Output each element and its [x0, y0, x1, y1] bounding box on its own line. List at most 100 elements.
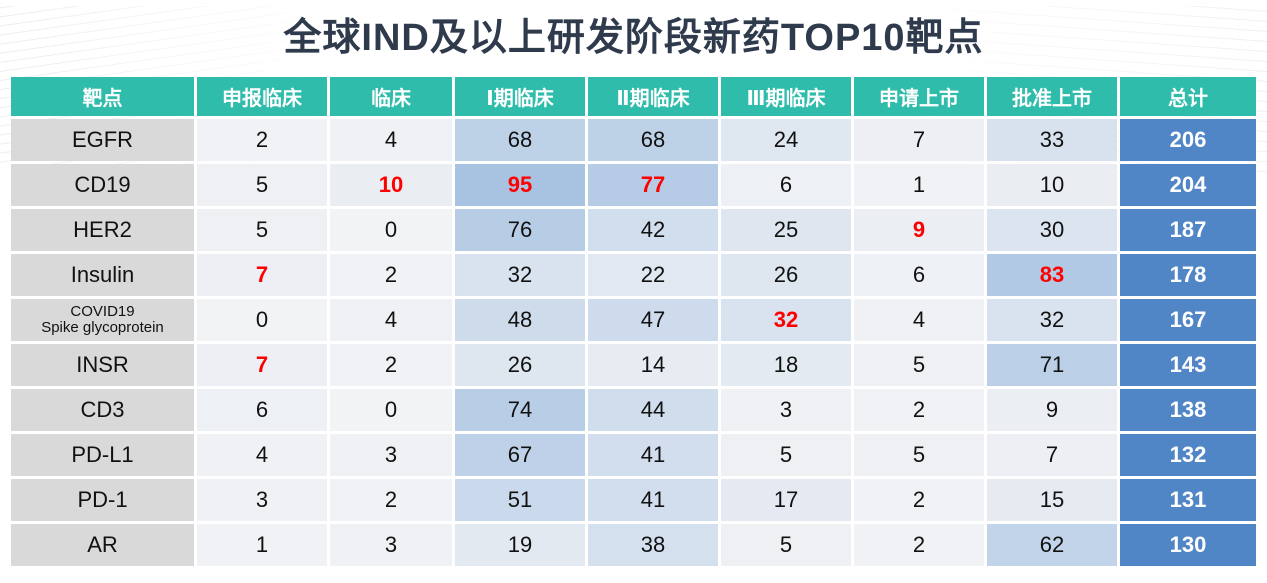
target-cell: EGFR	[11, 119, 194, 161]
value-cell: 9	[854, 209, 984, 251]
target-name-line2: Spike glycoprotein	[41, 319, 164, 336]
target-cell: INSR	[11, 344, 194, 386]
table-row: INSR 7 2 26 14 18 5 71 143	[11, 344, 1256, 386]
total-cell: 132	[1120, 434, 1256, 476]
value-cell: 2	[854, 479, 984, 521]
total-cell: 206	[1120, 119, 1256, 161]
value-cell: 10	[987, 164, 1117, 206]
column-header-phase1: Ⅰ期临床	[455, 77, 585, 116]
value-cell: 32	[987, 299, 1117, 341]
target-cell: Insulin	[11, 254, 194, 296]
value-cell: 7	[197, 344, 327, 386]
target-cell: CD3	[11, 389, 194, 431]
value-cell: 30	[987, 209, 1117, 251]
value-cell: 7	[987, 434, 1117, 476]
value-cell: 83	[987, 254, 1117, 296]
target-cell: AR	[11, 524, 194, 566]
value-cell: 2	[854, 524, 984, 566]
column-header-nda-filed: 申请上市	[854, 77, 984, 116]
table-row: CD3 6 0 74 44 3 2 9 138	[11, 389, 1256, 431]
target-cell: COVID19 Spike glycoprotein	[11, 299, 194, 341]
total-cell: 204	[1120, 164, 1256, 206]
table-body: EGFR 2 4 68 68 24 7 33 206 CD19 5 10 95 77 6 1 10 204 HER2…	[11, 119, 1256, 566]
value-cell: 76	[455, 209, 585, 251]
value-cell: 5	[854, 344, 984, 386]
value-cell: 47	[588, 299, 718, 341]
target-cell: PD-L1	[11, 434, 194, 476]
value-cell: 44	[588, 389, 718, 431]
value-cell: 15	[987, 479, 1117, 521]
page-title: 全球IND及以上研发阶段新药TOP10靶点	[283, 17, 984, 59]
total-cell: 178	[1120, 254, 1256, 296]
value-cell: 41	[588, 434, 718, 476]
target-name: HER2	[73, 216, 132, 242]
value-cell: 10	[330, 164, 452, 206]
target-name: PD-L1	[71, 441, 134, 467]
column-header-approved: 批准上市	[987, 77, 1117, 116]
value-cell: 95	[455, 164, 585, 206]
value-cell: 4	[330, 119, 452, 161]
value-cell: 51	[455, 479, 585, 521]
value-cell: 77	[588, 164, 718, 206]
target-name: PD-1	[77, 486, 128, 512]
value-cell: 24	[721, 119, 851, 161]
target-name: INSR	[76, 351, 129, 377]
total-cell: 167	[1120, 299, 1256, 341]
value-cell: 3	[330, 434, 452, 476]
value-cell: 3	[197, 479, 327, 521]
target-name: COVID19	[70, 302, 135, 320]
column-header-phase3: Ⅲ期临床	[721, 77, 851, 116]
value-cell: 32	[721, 299, 851, 341]
value-cell: 2	[330, 479, 452, 521]
value-cell: 3	[330, 524, 452, 566]
total-cell: 130	[1120, 524, 1256, 566]
target-name: CD19	[74, 171, 131, 197]
column-header-ind-filed: 申报临床	[197, 77, 327, 116]
target-cell: CD19	[11, 164, 194, 206]
value-cell: 2	[197, 119, 327, 161]
target-name: AR	[87, 531, 118, 557]
value-cell: 0	[330, 209, 452, 251]
value-cell: 6	[197, 389, 327, 431]
header-row: 靶点 申报临床 临床 Ⅰ期临床 Ⅱ期临床 Ⅲ期临床 申请上市 批准上市 总计	[11, 77, 1256, 116]
value-cell: 4	[197, 434, 327, 476]
table-row: HER2 5 0 76 42 25 9 30 187	[11, 209, 1256, 251]
table-row: EGFR 2 4 68 68 24 7 33 206	[11, 119, 1256, 161]
value-cell: 32	[455, 254, 585, 296]
value-cell: 71	[987, 344, 1117, 386]
total-cell: 143	[1120, 344, 1256, 386]
value-cell: 2	[854, 389, 984, 431]
total-cell: 138	[1120, 389, 1256, 431]
value-cell: 68	[455, 119, 585, 161]
value-cell: 2	[330, 344, 452, 386]
value-cell: 68	[588, 119, 718, 161]
value-cell: 1	[854, 164, 984, 206]
value-cell: 5	[197, 209, 327, 251]
value-cell: 26	[721, 254, 851, 296]
column-header-total: 总计	[1120, 77, 1256, 116]
value-cell: 1	[197, 524, 327, 566]
value-cell: 14	[588, 344, 718, 386]
value-cell: 2	[330, 254, 452, 296]
value-cell: 4	[854, 299, 984, 341]
value-cell: 0	[330, 389, 452, 431]
target-name: EGFR	[71, 126, 134, 152]
table-row: PD-1 3 2 51 41 17 2 15 131	[11, 479, 1256, 521]
value-cell: 41	[588, 479, 718, 521]
value-cell: 62	[987, 524, 1117, 566]
value-cell: 18	[721, 344, 851, 386]
value-cell: 19	[455, 524, 585, 566]
target-name: CD3	[80, 396, 125, 422]
value-cell: 7	[854, 119, 984, 161]
column-header-clinical: 临床	[330, 77, 452, 116]
value-cell: 42	[588, 209, 718, 251]
value-cell: 6	[721, 164, 851, 206]
value-cell: 4	[330, 299, 452, 341]
table-row: AR 1 3 19 38 5 2 62 130	[11, 524, 1256, 566]
value-cell: 3	[721, 389, 851, 431]
value-cell: 5	[721, 524, 851, 566]
value-cell: 5	[197, 164, 327, 206]
target-name: Insulin	[70, 261, 135, 287]
column-header-phase2: Ⅱ期临床	[588, 77, 718, 116]
value-cell: 5	[854, 434, 984, 476]
